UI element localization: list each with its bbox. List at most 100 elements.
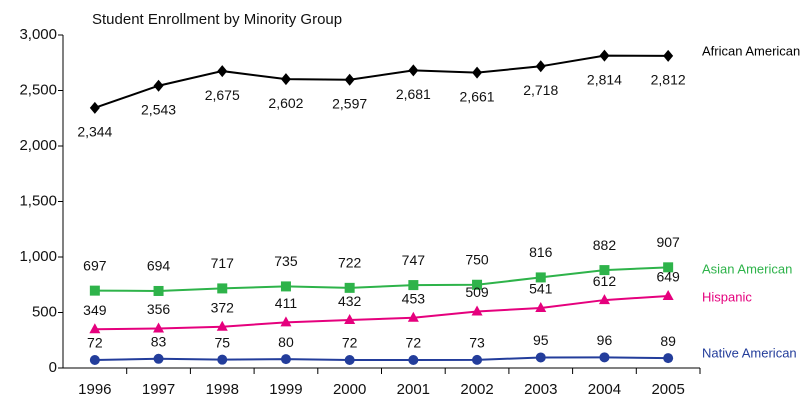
data-label: 89 (660, 333, 676, 349)
x-tick-label: 2002 (460, 381, 493, 398)
x-tick-label: 1999 (269, 381, 302, 398)
data-label: 96 (597, 332, 613, 348)
x-tick-label: 2004 (588, 381, 621, 398)
marker (471, 305, 483, 316)
data-label: 541 (529, 281, 553, 297)
data-label: 72 (342, 335, 358, 351)
marker (407, 311, 419, 322)
x-tick-label: 1998 (206, 381, 239, 398)
x-tick-label: 2001 (397, 381, 430, 398)
marker (535, 60, 546, 73)
data-label: 2,602 (268, 95, 303, 111)
data-label: 747 (402, 252, 426, 268)
marker (89, 101, 100, 114)
x-tick-label: 1996 (78, 381, 111, 398)
marker (599, 49, 610, 62)
marker (217, 283, 228, 294)
marker (344, 282, 355, 293)
marker (153, 285, 164, 296)
x-tick-label: 2003 (524, 381, 557, 398)
marker (344, 314, 356, 325)
marker (280, 281, 291, 292)
series-name: African American (702, 43, 800, 58)
marker (89, 355, 100, 366)
data-label: 2,681 (396, 86, 431, 102)
data-label: 75 (214, 334, 230, 350)
y-tick-label: 0 (49, 359, 57, 376)
marker (89, 323, 101, 334)
marker (472, 66, 483, 79)
marker (344, 355, 355, 366)
marker (153, 322, 165, 333)
series-line (94, 294, 669, 331)
data-label: 694 (147, 258, 171, 274)
data-label: 95 (533, 332, 549, 348)
data-label: 649 (656, 269, 680, 285)
marker (280, 73, 291, 86)
data-label: 356 (147, 301, 171, 317)
data-label: 717 (211, 255, 235, 271)
data-label: 2,812 (651, 72, 686, 88)
data-label: 2,543 (141, 101, 176, 117)
x-tick-label: 2005 (651, 381, 684, 398)
data-label: 349 (83, 302, 107, 318)
x-tick-label: 2000 (333, 381, 366, 398)
series-line (94, 54, 669, 109)
marker (599, 352, 610, 363)
y-tick-label: 1,000 (19, 248, 57, 265)
y-tick-label: 2,000 (19, 137, 57, 154)
data-label: 73 (469, 335, 485, 351)
data-label: 2,661 (460, 88, 495, 104)
marker (217, 65, 228, 78)
data-label: 372 (211, 299, 235, 315)
marker (280, 316, 292, 327)
data-label: 2,344 (77, 124, 112, 140)
marker (663, 353, 674, 364)
data-label: 83 (151, 333, 167, 349)
data-label: 697 (83, 257, 107, 273)
marker (408, 280, 419, 291)
marker (599, 265, 610, 276)
data-label: 722 (338, 255, 362, 271)
y-tick-label: 1,500 (19, 192, 57, 209)
marker (280, 354, 291, 365)
series-line (94, 266, 669, 292)
y-tick-label: 2,500 (19, 81, 57, 98)
marker (89, 285, 100, 296)
data-label: 72 (406, 335, 422, 351)
marker (153, 353, 164, 364)
data-label: 612 (593, 273, 617, 289)
data-label: 453 (402, 290, 426, 306)
y-tick-label: 500 (32, 303, 57, 320)
y-tick-label: 3,000 (19, 26, 57, 43)
series-name: Hispanic (702, 289, 752, 304)
data-label: 882 (593, 237, 617, 253)
marker (535, 352, 546, 363)
data-label: 907 (656, 234, 680, 250)
data-label: 816 (529, 244, 553, 260)
marker (472, 279, 483, 290)
marker (217, 354, 228, 365)
marker (662, 289, 674, 300)
data-label: 2,814 (587, 71, 622, 87)
data-label: 2,718 (523, 82, 558, 98)
x-tick-label: 1997 (142, 381, 175, 398)
marker (663, 49, 674, 62)
data-label: 432 (338, 293, 362, 309)
series-name: Native American (702, 345, 797, 360)
marker (408, 355, 419, 366)
data-label: 72 (87, 335, 103, 351)
data-label: 509 (465, 284, 489, 300)
marker (663, 262, 674, 273)
data-label: 411 (275, 295, 298, 311)
marker (472, 354, 483, 365)
marker (153, 79, 164, 92)
data-label: 750 (465, 251, 489, 267)
marker (408, 64, 419, 77)
data-label: 80 (278, 334, 294, 350)
marker (535, 272, 546, 283)
data-label: 2,675 (205, 87, 240, 103)
series-name: Asian American (702, 261, 792, 276)
data-label: 2,597 (332, 95, 367, 111)
